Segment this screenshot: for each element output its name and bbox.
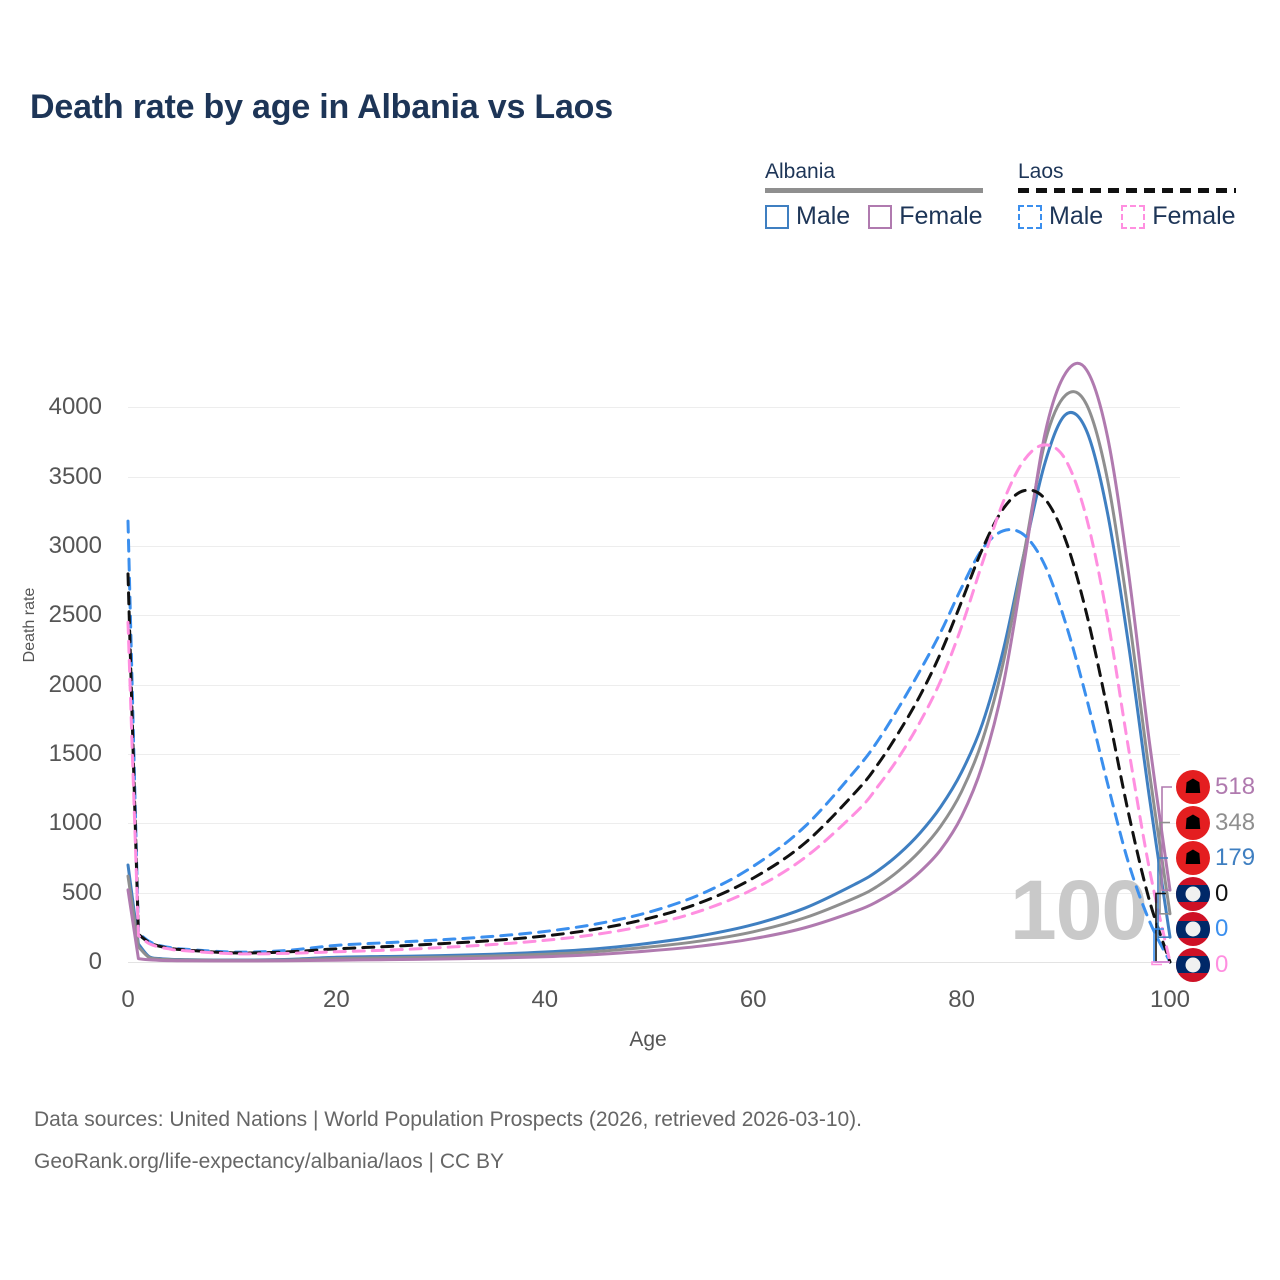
end-label-value: 518 — [1215, 773, 1256, 800]
y-tick-2500: 2500 — [48, 601, 102, 629]
series-line-laos-female — [126, 443, 1172, 964]
legend-item-albania-female[interactable]: Female — [868, 202, 983, 230]
gridline-y-1000 — [128, 823, 1180, 825]
flag-disc — [1185, 921, 1201, 937]
end-label-row: 0 — [1176, 876, 1229, 911]
end-label-leader — [1151, 961, 1170, 966]
end-label-value: 0 — [1215, 915, 1229, 942]
y-tick-3500: 3500 — [48, 462, 102, 490]
footer-line-1: Data sources: United Nations | World Pop… — [34, 1108, 863, 1131]
end-label-row: ☗ 179 — [1176, 841, 1255, 875]
laos-flag — [1176, 947, 1210, 982]
gridline-y-3500 — [128, 476, 1180, 478]
end-label-value: 0 — [1215, 879, 1229, 907]
gridline-y-3000 — [128, 546, 1180, 548]
laos-flag — [1176, 912, 1210, 946]
legend-swatch-laos-male — [1018, 204, 1042, 229]
legend-swatch-albania-female — [868, 204, 893, 229]
y-tick-4000: 4000 — [48, 393, 102, 421]
end-label-row: ☗ 348 — [1176, 805, 1256, 840]
legend-item-laos-male[interactable]: Male — [1018, 204, 1103, 229]
end-label-leader — [1157, 857, 1170, 938]
gridline-y-1500 — [128, 754, 1180, 756]
series-line-albania-female — [126, 361, 1172, 963]
end-label-value: 0 — [1215, 950, 1229, 978]
watermark-100: 100 — [1010, 863, 1148, 957]
legend-swatch-albania-male — [765, 204, 789, 229]
y-tick-3000: 3000 — [48, 532, 102, 560]
legend-item-albania-male[interactable]: Male — [765, 204, 850, 229]
legend-group-albania: Albania Male Female — [765, 160, 983, 229]
legend-rule-laos — [1018, 188, 1236, 193]
gridline-y-4000 — [128, 407, 1180, 409]
legend-group-title-laos: Laos — [1018, 160, 1064, 183]
legend-item-laos-female[interactable]: Female — [1121, 202, 1236, 230]
end-label-leader — [1159, 821, 1170, 915]
legend-rule-albania — [765, 188, 983, 193]
series-line-laos-male — [126, 519, 1172, 964]
eagle-icon: ☗ — [1184, 811, 1202, 834]
series-line-laos-total — [126, 488, 1172, 964]
y-tick-500: 500 — [61, 878, 102, 906]
series-line-albania-total — [126, 390, 1172, 962]
x-tick-40: 40 — [531, 986, 559, 1013]
x-tick-60: 60 — [739, 986, 767, 1013]
albania-flag: ☗ — [1176, 770, 1210, 804]
flag-disc — [1185, 957, 1201, 972]
x-tick-0: 0 — [121, 986, 135, 1013]
legend-group-laos: Laos Male Female — [1018, 160, 1236, 229]
y-tick-1000: 1000 — [48, 809, 102, 837]
x-tick-80: 80 — [948, 986, 975, 1013]
legend-swatch-laos-female — [1121, 204, 1146, 229]
y-tick-2000: 2000 — [48, 670, 102, 698]
legend-label-laos-female: Female — [1152, 202, 1236, 230]
albania-flag: ☗ — [1176, 805, 1210, 840]
legend-label-laos-male: Male — [1049, 202, 1104, 230]
end-label-row: ☗ 518 — [1176, 770, 1255, 804]
legend-label-albania-female: Female — [899, 202, 983, 230]
legend-label-albania-male: Male — [796, 202, 851, 230]
end-label-value: 179 — [1215, 844, 1256, 871]
x-axis-label: Age — [629, 1028, 667, 1051]
footer-line-2: GeoRank.org/life-expectancy/albania/laos… — [34, 1150, 505, 1173]
flag-disc — [1185, 886, 1201, 901]
x-tick-100: 100 — [1149, 986, 1191, 1013]
series-line-albania-male — [126, 410, 1172, 962]
page-title: Death rate by age in Albania vs Laos — [30, 88, 613, 126]
y-tick-0: 0 — [88, 948, 102, 975]
gridline-y-2000 — [128, 684, 1180, 686]
end-label-value: 348 — [1215, 808, 1256, 836]
end-value-labels: ☗ 518 ☗ 348 ☗ 179 0 0 0 — [1176, 770, 1280, 985]
x-tick-20: 20 — [323, 986, 350, 1013]
legend-group-title-albania: Albania — [765, 160, 836, 183]
laos-flag — [1176, 876, 1210, 911]
end-label-row: 0 — [1176, 947, 1229, 982]
end-label-leader — [1161, 786, 1172, 891]
eagle-icon: ☗ — [1184, 776, 1202, 798]
chart-legend: Albania Male Female Laos Male — [760, 160, 1260, 250]
albania-flag: ☗ — [1176, 841, 1210, 875]
gridline-y-500 — [128, 892, 1180, 894]
eagle-icon: ☗ — [1184, 847, 1202, 869]
gridline-y-2500 — [128, 615, 1180, 617]
end-label-row: 0 — [1176, 912, 1228, 946]
y-tick-1500: 1500 — [48, 740, 102, 768]
gridline-y-0 — [128, 962, 1180, 963]
